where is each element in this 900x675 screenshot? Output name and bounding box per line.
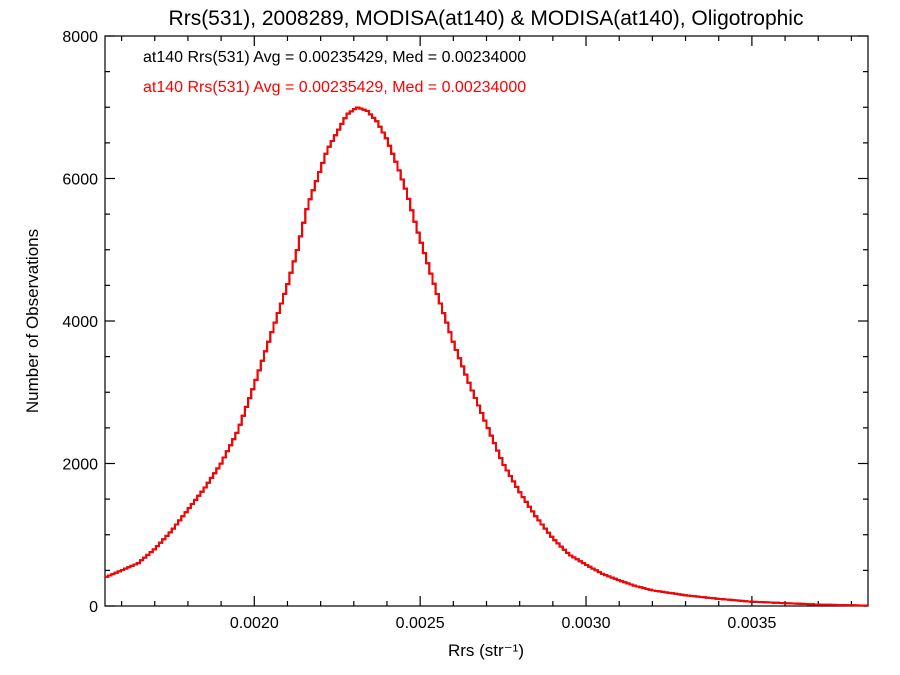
y-axis-label: Number of Observations [23, 229, 42, 413]
y-tick-label: 4000 [62, 314, 98, 331]
y-tick-label: 0 [89, 599, 98, 616]
plot-frame [104, 35, 869, 607]
chart-title: Rrs(531), 2008289, MODISA(at140) & MODIS… [169, 7, 804, 30]
x-tick-label: 0.0025 [396, 615, 445, 632]
x-tick-label: 0.0035 [727, 615, 776, 632]
annotation-black: at140 Rrs(531) Avg = 0.00235429, Med = 0… [143, 49, 526, 66]
x-axis-label: Rrs (str⁻¹) [448, 641, 524, 660]
x-tick-label: 0.0020 [230, 615, 279, 632]
annotation-red: at140 Rrs(531) Avg = 0.00235429, Med = 0… [143, 79, 526, 96]
axis-ticks [105, 35, 868, 607]
histogram-series [105, 106, 868, 607]
histogram-series-line [105, 106, 868, 607]
y-tick-label: 6000 [62, 172, 98, 189]
y-tick-label: 8000 [62, 29, 98, 46]
y-tick-label: 2000 [62, 457, 98, 474]
x-tick-label: 0.0030 [562, 615, 611, 632]
histogram-series-line [105, 106, 868, 607]
axis-tick-labels: 0.0020 0.0025 0.0030 0.0035 0 2000 4000 6000 800… [62, 29, 776, 632]
